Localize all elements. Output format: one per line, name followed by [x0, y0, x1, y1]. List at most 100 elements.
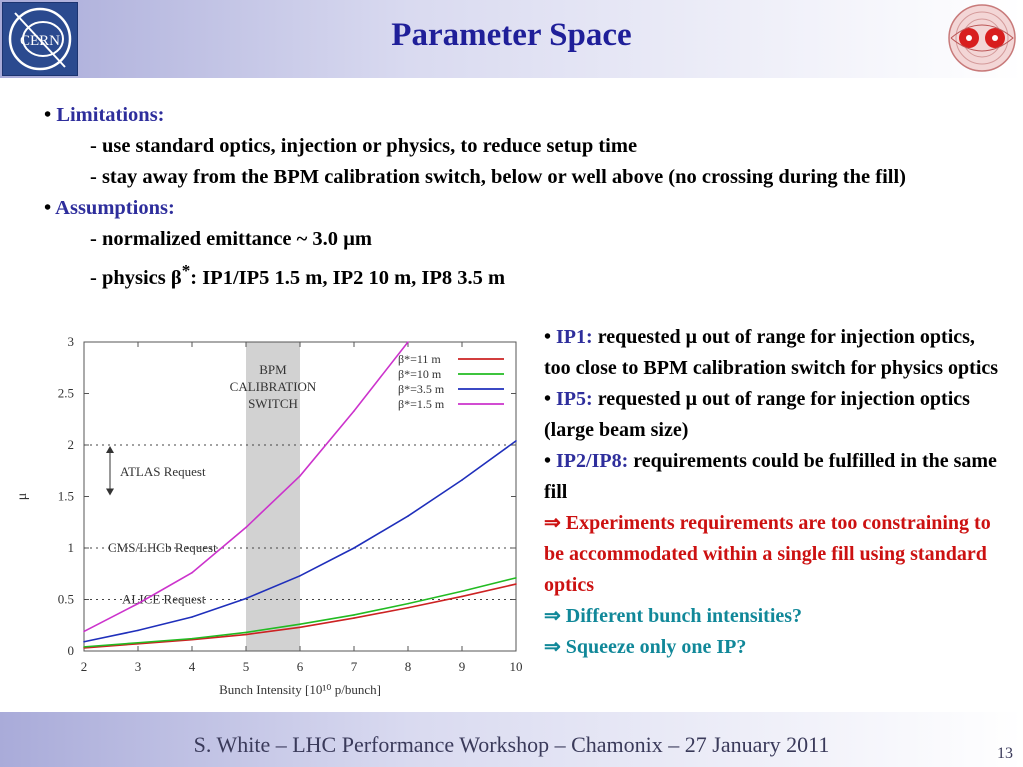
x-tick-label: 4: [189, 659, 196, 674]
x-axis-label: Bunch Intensity [10¹⁰ p/bunch]: [219, 682, 381, 697]
cern-logo-text: CERN: [20, 33, 60, 49]
series-point-3: [353, 410, 355, 412]
series-point-1: [515, 577, 517, 579]
cern-logo: CERN: [2, 2, 78, 76]
beta-symbol: β: [170, 266, 182, 289]
series-point-3: [137, 602, 139, 605]
bullet-limitations: • Limitations:: [44, 104, 165, 126]
atlas-arrow-head-down: [106, 488, 114, 496]
series-point-1: [245, 631, 247, 634]
x-tick-label: 5: [243, 659, 250, 674]
ip1-label: IP1:: [556, 326, 593, 348]
ip28-label: IP2/IP8:: [556, 450, 629, 472]
series-point-3: [407, 341, 409, 343]
assumption-1-unit: m: [354, 228, 372, 250]
footer-bar: S. White – LHC Performance Workshop – Ch…: [0, 712, 1023, 767]
series-point-2: [299, 575, 301, 577]
series-point-0: [245, 633, 247, 636]
ip1-mu: μ: [685, 326, 697, 348]
ip5-mu: μ: [685, 388, 697, 410]
assumptions-heading: Assumptions:: [55, 197, 175, 219]
series-point-0: [461, 595, 463, 598]
legend-label-0: β*=11 m: [398, 352, 441, 366]
series-point-0: [515, 583, 517, 585]
y-tick-label: 2: [68, 437, 75, 452]
assumption-item-1: - normalized emittance ~ 3.0 μm: [44, 224, 984, 255]
legend-label-2: β*=3.5 m: [398, 382, 445, 396]
x-tick-label: 8: [405, 659, 412, 674]
x-tick-label: 3: [135, 659, 142, 674]
y-tick-label: 3: [68, 334, 75, 349]
series-point-3: [83, 630, 85, 633]
x-tick-label: 2: [81, 659, 88, 674]
ip5-label: IP5:: [556, 388, 593, 410]
bullet-assumptions: • Assumptions:: [44, 197, 175, 219]
limitations-heading: Limitations:: [56, 104, 165, 126]
footer-text: S. White – LHC Performance Workshop – Ch…: [193, 732, 830, 757]
conclusion-1: ⇒ Experiments requirements are too const…: [544, 512, 991, 596]
x-tick-label: 7: [351, 659, 358, 674]
calibration-band: [246, 342, 300, 651]
left-bullet-list: • Limitations: - use standard optics, in…: [44, 100, 984, 294]
series-point-2: [83, 640, 85, 643]
series-point-1: [137, 641, 139, 644]
assumption-1-text: - normalized emittance ~ 3.0: [90, 228, 344, 250]
series-point-1: [353, 614, 355, 616]
limitation-item-1: - use standard optics, injection or phys…: [90, 135, 638, 157]
assumption-2-text: - physics: [90, 266, 171, 289]
series-point-0: [407, 606, 409, 609]
y-tick-label: 1.5: [58, 489, 74, 504]
band-label-line1: BPM: [259, 362, 287, 377]
series-point-2: [407, 515, 409, 517]
ip5-text-a: requested: [592, 388, 686, 410]
ip1-text-b: out of range for injection optics, too c…: [544, 326, 999, 379]
limitation-item-2: - stay away from the BPM calibration swi…: [90, 166, 906, 188]
ip28-text: requirements could be fulfilled in the s…: [544, 450, 997, 503]
x-tick-label: 10: [510, 659, 523, 674]
series-point-3: [191, 571, 193, 574]
band-label-line3: SWITCH: [248, 396, 298, 411]
conclusion-3: ⇒ Squeeze only one IP?: [544, 636, 747, 658]
series-point-1: [461, 590, 463, 593]
assumption-item-2: - physics β*: IP1/IP5 1.5 m, IP2 10 m, I…: [44, 255, 984, 294]
atlas-arrow-head-up: [106, 446, 114, 453]
y-tick-label: 0: [68, 643, 75, 658]
x-tick-label: 9: [459, 659, 466, 674]
bullet-ip1: • IP1: requested μ out of range for inje…: [544, 326, 999, 379]
ip5-text-b: out of range for injection optics (large…: [544, 388, 970, 441]
series-point-0: [353, 617, 355, 619]
series-point-1: [83, 646, 85, 648]
mu-symbol: μ: [343, 228, 355, 250]
mu-vs-intensity-chart: BPM CALIBRATION SWITCH 0 0.5 1 1.5 2 2.5 3 2 3 4 5 6 7 8…: [18, 334, 523, 697]
assumption-2-values: : IP1/IP5 1.5 m, IP2 10 m, IP8 3.5 m: [190, 266, 506, 289]
series-point-2: [245, 597, 247, 600]
series-point-1: [299, 623, 301, 626]
series-point-2: [191, 616, 193, 618]
y-tick-label: 0.5: [58, 592, 74, 607]
series-point-2: [461, 479, 463, 481]
legend-label-1: β*=10 m: [398, 367, 442, 381]
series-point-0: [299, 626, 301, 629]
y-axis-label: μ: [18, 493, 30, 501]
bullet-ip5: • IP5: requested μ out of range for inje…: [544, 388, 970, 441]
bullet-ip2-ip8: • IP2/IP8: requirements could be fulfill…: [544, 450, 997, 503]
page-title: Parameter Space: [391, 17, 632, 53]
series-point-2: [515, 440, 517, 442]
series-point-1: [191, 637, 193, 640]
star-superscript: *: [181, 261, 191, 280]
atlas-request-label: ATLAS Request: [120, 464, 206, 479]
series-point-2: [353, 547, 355, 549]
x-tick-label: 6: [297, 659, 304, 674]
legend-label-3: β*=1.5 m: [398, 397, 445, 411]
series-point-3: [245, 526, 247, 529]
y-tick-label: 2.5: [58, 386, 74, 401]
header-bar: CERN Parameter Space: [0, 0, 1023, 78]
page-number: 13: [997, 745, 1013, 762]
lhc-logo: [945, 2, 1019, 74]
alice-request-label: ALICE Request: [122, 592, 206, 607]
ip1-text-a: requested: [592, 326, 686, 348]
series-point-1: [407, 602, 409, 605]
right-bullet-list: • IP1: requested μ out of range for inje…: [544, 322, 1004, 663]
cms-lhcb-request-label: CMS/LHCb Request: [108, 540, 217, 555]
y-tick-label: 1: [68, 540, 75, 555]
